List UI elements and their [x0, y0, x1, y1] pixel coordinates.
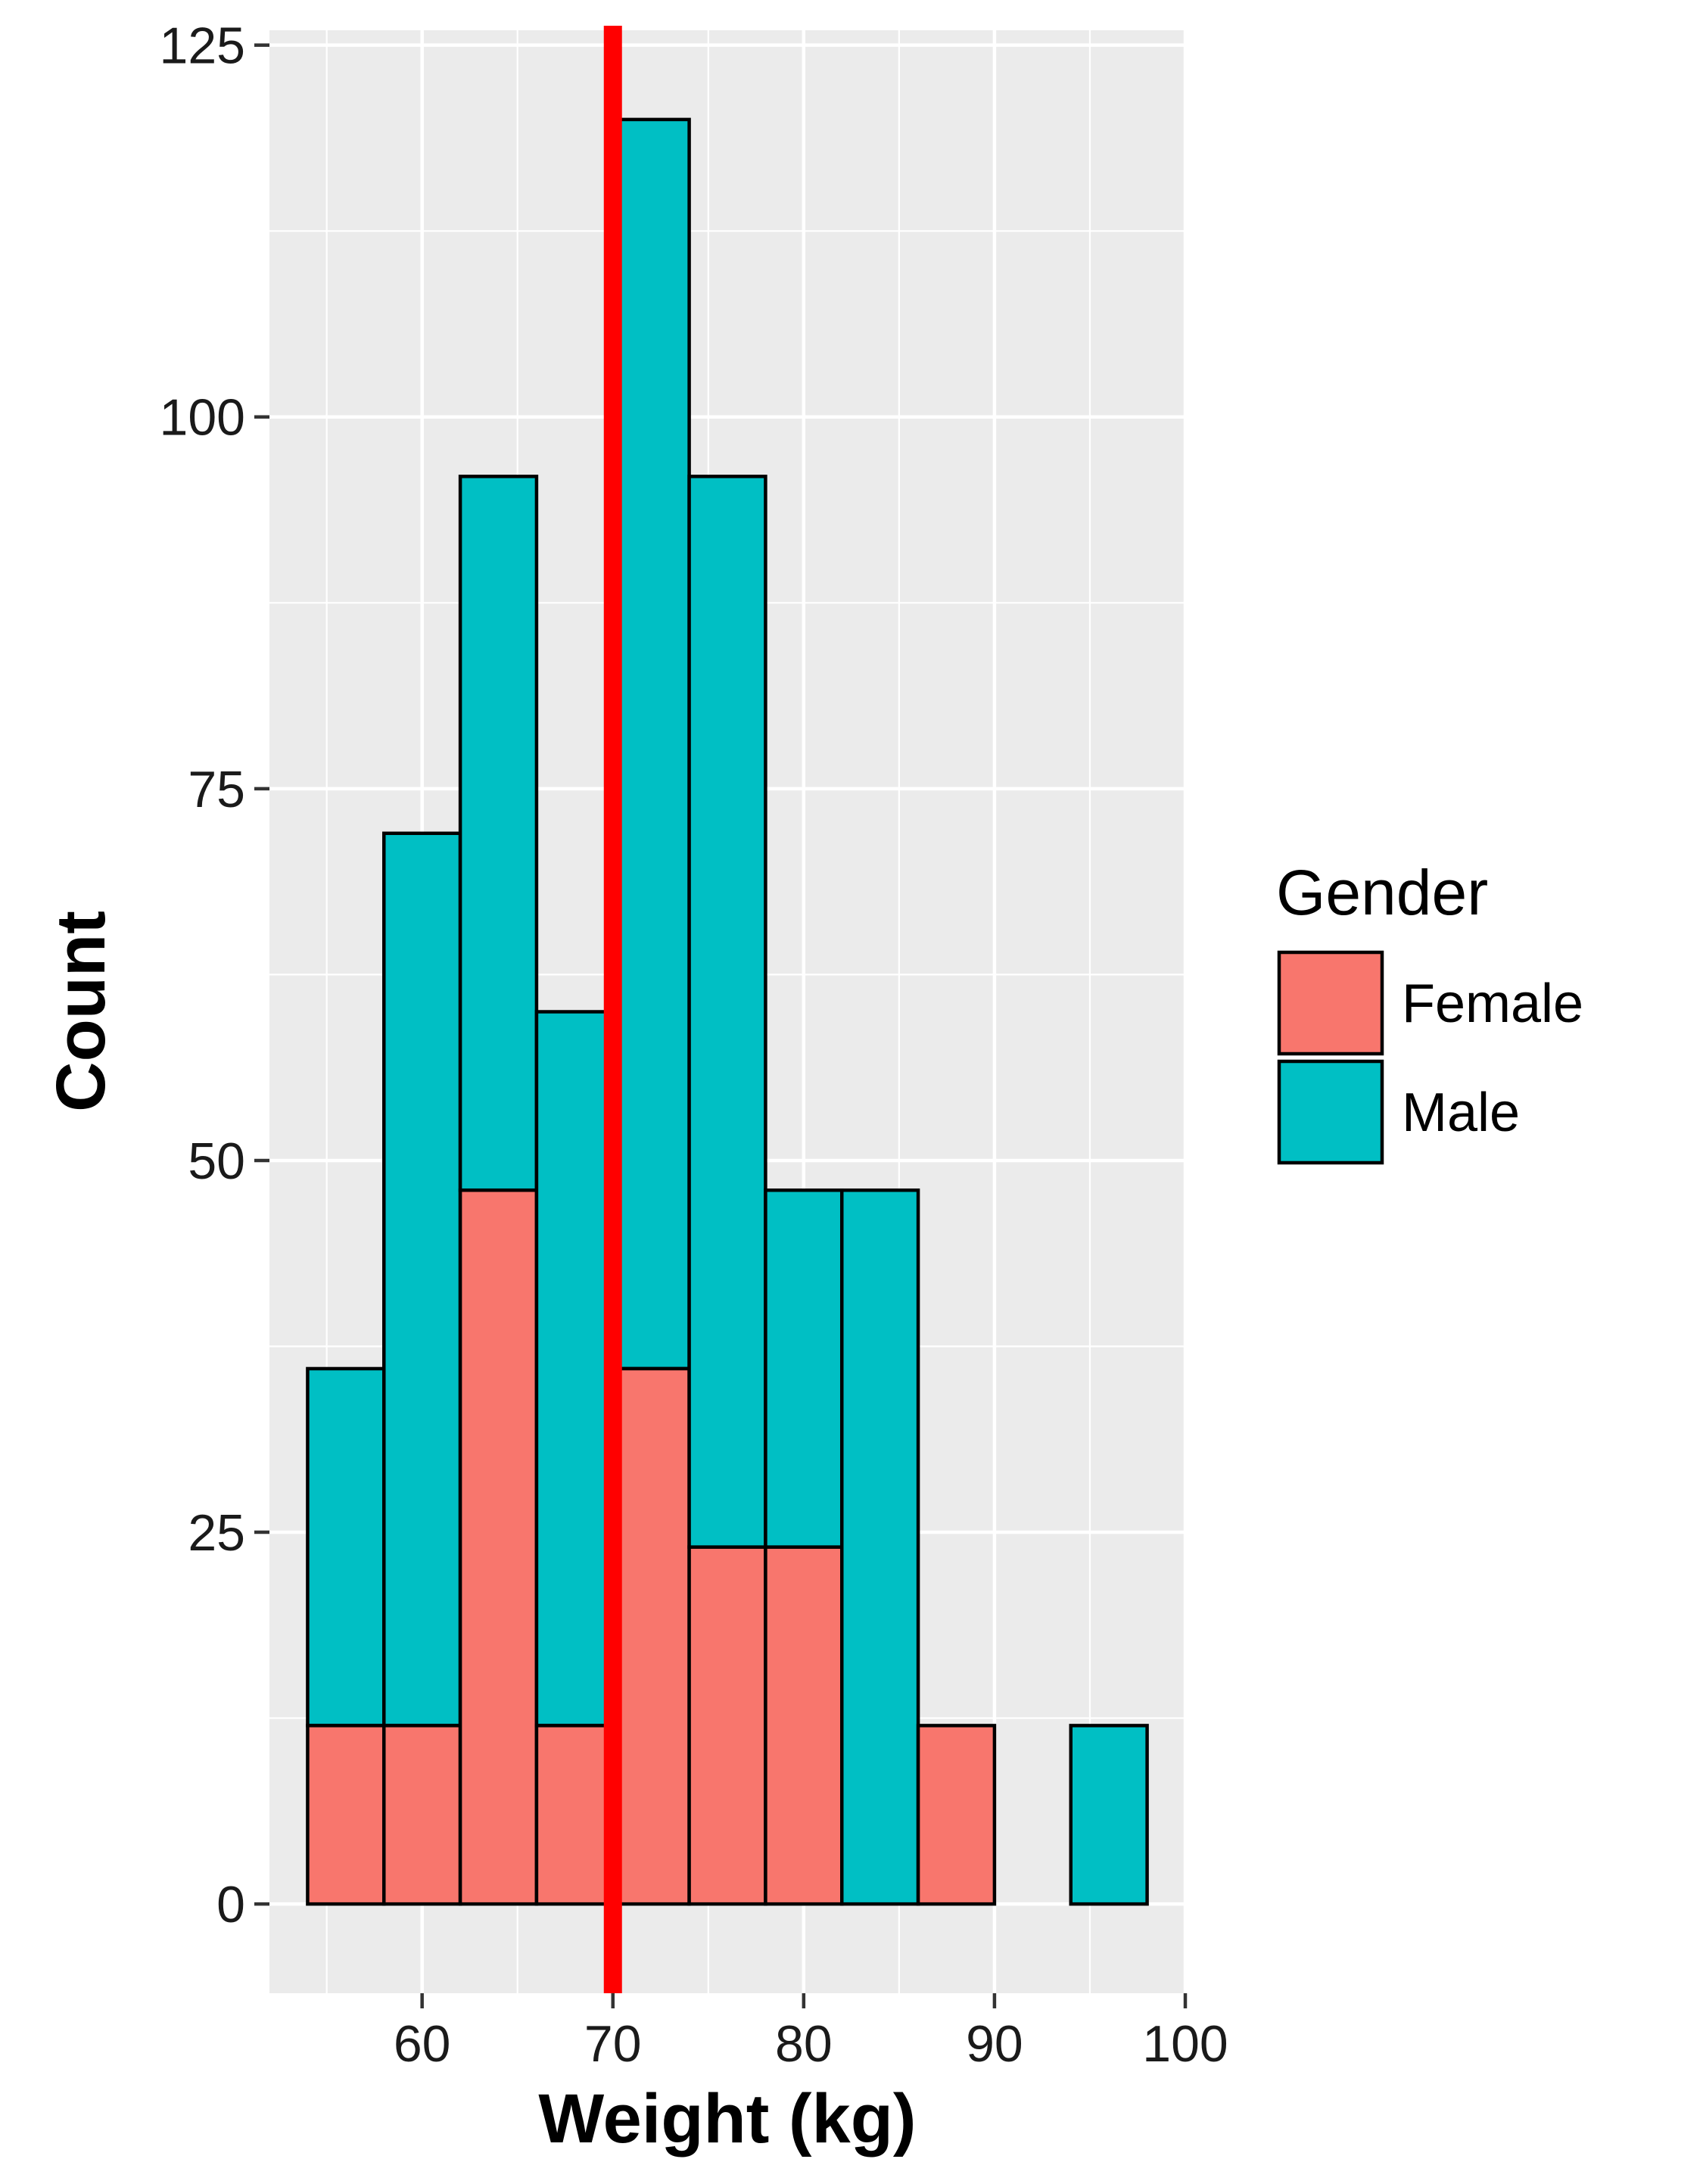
y-tick-label: 125: [160, 17, 245, 75]
bar-male: [611, 117, 691, 1371]
bar-female: [916, 1724, 997, 1906]
bar-female: [687, 1545, 767, 1906]
x-tick-label: 70: [584, 2015, 642, 2073]
x-tick-label: 80: [775, 2015, 833, 2073]
bars: [306, 117, 1149, 1906]
bar-female: [382, 1724, 462, 1906]
bar-male: [382, 831, 462, 1728]
legend: Gender Female Male: [1276, 857, 1583, 1165]
bar-male: [306, 1366, 386, 1728]
legend-key-male: [1277, 1059, 1384, 1165]
legend-label-male: Male: [1402, 1083, 1520, 1143]
y-axis-title: Count: [42, 911, 120, 1112]
legend-entries: Female Male: [1277, 950, 1583, 1165]
bar-female: [611, 1366, 691, 1906]
legend-key-female: [1277, 950, 1384, 1056]
x-tick-label: 60: [394, 2015, 451, 2073]
bar-female: [534, 1724, 615, 1906]
x-axis-title: Weight (kg): [538, 2080, 916, 2158]
bar-female: [764, 1545, 844, 1906]
y-tick-label: 25: [188, 1504, 245, 1562]
y-tick-label: 100: [160, 389, 245, 447]
bar-female: [306, 1724, 386, 1906]
y-tick-label: 0: [216, 1876, 245, 1933]
bar-male: [1069, 1724, 1149, 1906]
legend-title: Gender: [1276, 857, 1488, 928]
bar-male: [534, 1010, 615, 1728]
x-tick-label: 100: [1142, 2015, 1228, 2073]
bar-male: [687, 475, 767, 1549]
legend-label-female: Female: [1402, 974, 1583, 1034]
axes: 0 25 50 75 100 125 60 70 80 90 100: [160, 17, 1228, 2073]
bar-male: [840, 1188, 920, 1906]
bar-male: [764, 1188, 844, 1549]
x-tick-label: 90: [966, 2015, 1023, 2073]
bar-female: [458, 1188, 539, 1906]
y-tick-label: 50: [188, 1133, 245, 1190]
bar-male: [458, 475, 539, 1192]
y-tick-label: 75: [188, 761, 245, 818]
